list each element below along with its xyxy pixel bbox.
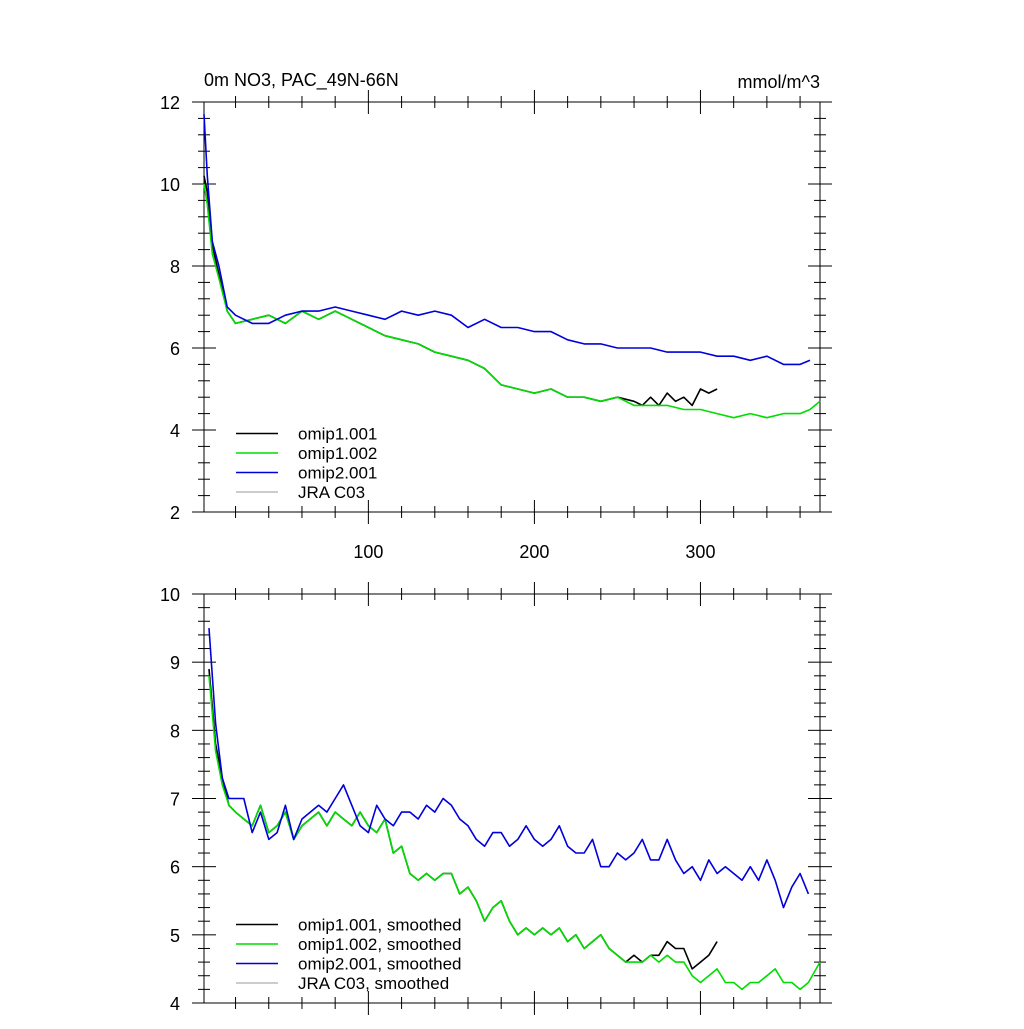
y-tick-label: 8 (170, 257, 180, 277)
y-tick-label: 4 (170, 994, 180, 1014)
plot-frame (203, 101, 821, 513)
y-tick-label: 5 (170, 926, 180, 946)
y-tick-label: 7 (170, 790, 180, 810)
y-tick-label: 2 (170, 503, 180, 523)
legend-label-4: JRA C03 (298, 483, 365, 502)
chart-title: 0m NO3, PAC_49N-66N (204, 70, 399, 91)
y-tick-label: 6 (170, 339, 180, 359)
legend-label-2: omip1.002 (298, 444, 377, 463)
series-line-1 (208, 668, 718, 970)
series-line-2 (203, 183, 821, 419)
y-tick-label: 12 (160, 93, 180, 113)
y-tick-label: 4 (170, 421, 180, 441)
series-line-1 (203, 175, 718, 407)
y-tick-label: 10 (160, 585, 180, 605)
x-tick-label: 300 (685, 542, 715, 562)
units-label: mmol/m^3 (738, 72, 820, 92)
series-line-3 (203, 114, 811, 366)
legend-label-1: omip1.001, smoothed (298, 916, 462, 935)
legend-label-3: omip2.001 (298, 464, 377, 483)
x-tick-label: 100 (353, 542, 383, 562)
legend-label-2: omip1.002, smoothed (298, 935, 462, 954)
y-tick-label: 9 (170, 653, 180, 673)
series-line-3 (208, 628, 810, 909)
legend-label-3: omip2.001, smoothed (298, 955, 462, 974)
panel-1: 2 4 6 8 10 12 100 200 300 omip1.001omip1.002omip2… (160, 90, 832, 562)
y-tick-label: 6 (170, 858, 180, 878)
legend-label-1: omip1.001 (298, 425, 377, 444)
y-tick-label: 8 (170, 721, 180, 741)
series-line-2 (208, 675, 821, 991)
plot-frame (203, 593, 821, 1004)
legend-label-4: JRA C03, smoothed (298, 974, 449, 993)
x-tick-label: 200 (519, 542, 549, 562)
y-tick-label: 10 (160, 175, 180, 195)
